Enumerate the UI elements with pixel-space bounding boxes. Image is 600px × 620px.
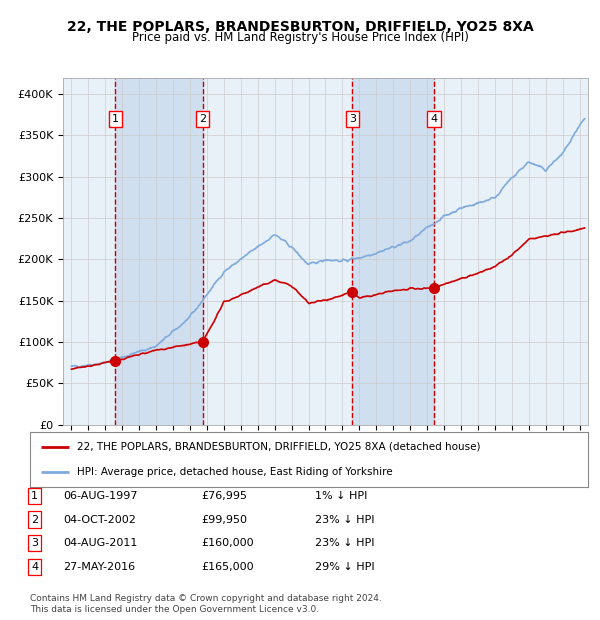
Text: 3: 3 xyxy=(31,538,38,548)
Text: 23% ↓ HPI: 23% ↓ HPI xyxy=(315,538,374,548)
Text: Price paid vs. HM Land Registry's House Price Index (HPI): Price paid vs. HM Land Registry's House … xyxy=(131,31,469,44)
Text: 2: 2 xyxy=(199,114,206,124)
Text: 23% ↓ HPI: 23% ↓ HPI xyxy=(315,515,374,525)
Text: 27-MAY-2016: 27-MAY-2016 xyxy=(63,562,135,572)
Text: 4: 4 xyxy=(430,114,437,124)
Text: 3: 3 xyxy=(349,114,356,124)
Text: 06-AUG-1997: 06-AUG-1997 xyxy=(63,491,137,501)
Text: 2: 2 xyxy=(31,515,38,525)
Text: 04-AUG-2011: 04-AUG-2011 xyxy=(63,538,137,548)
Text: 4: 4 xyxy=(31,562,38,572)
Bar xyxy=(352,78,434,425)
Text: 22, THE POPLARS, BRANDESBURTON, DRIFFIELD, YO25 8XA (detached house): 22, THE POPLARS, BRANDESBURTON, DRIFFIEL… xyxy=(77,442,481,452)
Bar xyxy=(115,78,203,425)
Text: 1% ↓ HPI: 1% ↓ HPI xyxy=(315,491,367,501)
Text: £76,995: £76,995 xyxy=(201,491,247,501)
Text: £99,950: £99,950 xyxy=(201,515,247,525)
Text: £160,000: £160,000 xyxy=(201,538,254,548)
Text: 29% ↓ HPI: 29% ↓ HPI xyxy=(315,562,374,572)
Text: 1: 1 xyxy=(112,114,119,124)
Text: 1: 1 xyxy=(31,491,38,501)
Text: HPI: Average price, detached house, East Riding of Yorkshire: HPI: Average price, detached house, East… xyxy=(77,467,393,477)
Text: £165,000: £165,000 xyxy=(201,562,254,572)
Text: 22, THE POPLARS, BRANDESBURTON, DRIFFIELD, YO25 8XA: 22, THE POPLARS, BRANDESBURTON, DRIFFIEL… xyxy=(67,20,533,34)
Text: Contains HM Land Registry data © Crown copyright and database right 2024.
This d: Contains HM Land Registry data © Crown c… xyxy=(30,595,382,614)
Text: 04-OCT-2002: 04-OCT-2002 xyxy=(63,515,136,525)
